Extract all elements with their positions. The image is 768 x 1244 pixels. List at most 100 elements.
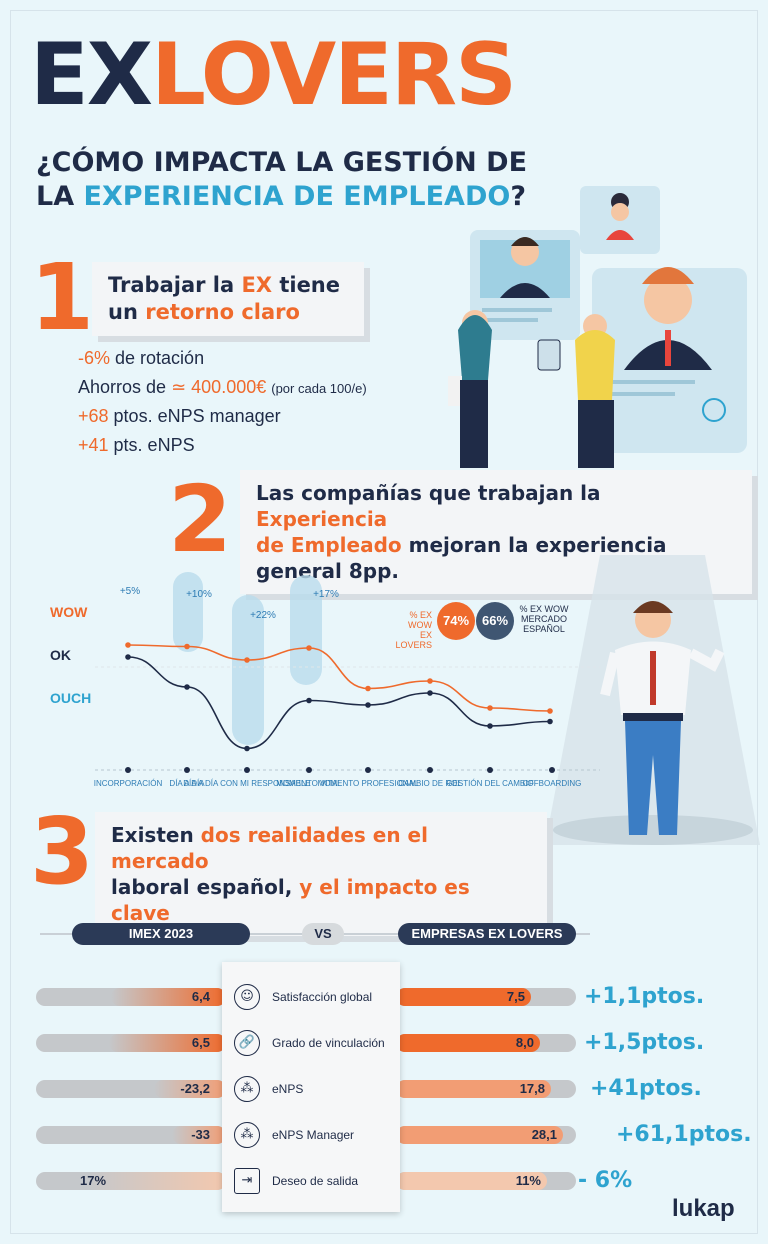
right-value: 8,0 bbox=[515, 1035, 534, 1050]
left-value: 6,4 bbox=[191, 989, 210, 1004]
right-bar-fill bbox=[396, 1034, 540, 1052]
stage-dot-1 bbox=[184, 767, 190, 773]
vs-badge: VS bbox=[302, 923, 344, 945]
left-bar-fill bbox=[111, 988, 226, 1006]
stage-label-3: MOMENTO VITAL bbox=[276, 779, 342, 788]
stage-dot-2 bbox=[244, 767, 250, 773]
diff-label-2: +22% bbox=[250, 610, 276, 621]
stage-label-5: CAMBIO DE ROL bbox=[398, 779, 462, 788]
left-bar-fill bbox=[86, 1172, 226, 1190]
stage-dot-3 bbox=[306, 767, 312, 773]
right-bar-fill bbox=[396, 1172, 547, 1190]
series-1-point-3 bbox=[306, 697, 312, 704]
left-bar-fill bbox=[109, 1034, 226, 1052]
difference-value: +61,1ptos. bbox=[616, 1122, 752, 1147]
ex-lovers-header: EMPRESAS EX LOVERS bbox=[398, 923, 576, 945]
stage-label-2: DÍA A DÍA CON MI RESPONSABLE bbox=[183, 779, 311, 788]
series-0-point-3 bbox=[306, 645, 312, 651]
series-1-point-0 bbox=[125, 654, 131, 660]
difference-value: +41ptos. bbox=[590, 1076, 702, 1101]
step-number-1: 1 bbox=[30, 244, 95, 351]
highlight-responsable bbox=[232, 595, 264, 745]
indicator-label: Deseo de salida bbox=[272, 1174, 359, 1188]
stat-rotation: -6% de rotación bbox=[78, 348, 205, 368]
indicator-label: eNPS Manager bbox=[272, 1128, 355, 1142]
left-value: 17% bbox=[80, 1173, 107, 1188]
diff-label-1: +10% bbox=[186, 589, 212, 600]
stat-savings: Ahorros de ≃ 400.000€ (por cada 100/e) bbox=[78, 377, 367, 397]
series-0-point-0 bbox=[125, 642, 131, 648]
left-bar-fill bbox=[172, 1126, 226, 1144]
series-1-point-7 bbox=[547, 718, 553, 725]
series-0-point-6 bbox=[487, 705, 493, 711]
highlight-momento-vital bbox=[290, 575, 322, 685]
stage-dot-5 bbox=[427, 767, 433, 773]
recruitment-illustration bbox=[448, 186, 747, 468]
step-number-2: 2 bbox=[168, 466, 233, 573]
left-value: -23,2 bbox=[180, 1081, 210, 1096]
team-icon: ⁂ bbox=[234, 1076, 260, 1102]
right-value: 17,8 bbox=[519, 1081, 545, 1096]
indicator-label: Satisfacción global bbox=[272, 990, 373, 1004]
series-0-point-1 bbox=[184, 643, 190, 650]
difference-value: +1,5ptos. bbox=[584, 1030, 705, 1055]
exit-icon: ⇥ bbox=[234, 1168, 260, 1194]
highlight-dia-a-dia bbox=[173, 572, 203, 652]
indicator-label: eNPS bbox=[272, 1082, 304, 1096]
left-value: -33 bbox=[191, 1127, 210, 1142]
level-ok: OK bbox=[50, 647, 71, 663]
right-bar-fill bbox=[396, 988, 531, 1006]
subtitle: ¿CÓMO IMPACTA LA GESTIÓN DE LA EXPERIENC… bbox=[36, 147, 528, 212]
spotlight-man-illustration bbox=[545, 555, 760, 845]
series-0-point-7 bbox=[547, 708, 553, 714]
stage-label-7: OFFBOARDING bbox=[523, 779, 582, 788]
link-icon: 🔗 bbox=[234, 1030, 260, 1056]
right-value: 28,1 bbox=[531, 1127, 557, 1142]
stage-dot-6 bbox=[487, 767, 493, 773]
right-bar-fill bbox=[396, 1080, 551, 1098]
series-0-point-5 bbox=[427, 678, 433, 684]
team-manager-icon: ⁂ bbox=[234, 1122, 260, 1148]
series-1-point-4 bbox=[365, 702, 371, 708]
stage-label-6: GESTIÓN DEL CAMBIO bbox=[446, 779, 533, 788]
left-bar-fill bbox=[154, 1080, 226, 1098]
stage-dot-4 bbox=[365, 767, 371, 773]
series-1-point-6 bbox=[487, 723, 493, 729]
smile-icon: ☺ bbox=[234, 984, 260, 1010]
series-0-point-4 bbox=[365, 685, 371, 692]
indicator-label: Grado de vinculación bbox=[272, 1036, 385, 1050]
right-value: 11% bbox=[515, 1173, 541, 1188]
series-line-0 bbox=[127, 644, 551, 712]
diff-label-0: +5% bbox=[120, 586, 140, 597]
legend-ex-lovers-value: 74% bbox=[437, 602, 475, 640]
stat-enps: +41 pts. eNPS bbox=[78, 435, 195, 455]
imex-header: IMEX 2023 bbox=[72, 923, 250, 945]
series-1-point-1 bbox=[184, 684, 190, 690]
difference-value: - 6% bbox=[578, 1168, 633, 1193]
stage-label-0: INCORPORACIÓN bbox=[94, 779, 163, 788]
legend-market-label: % EX WOW MERCADO ESPAÑOL bbox=[519, 604, 569, 634]
step-number-3: 3 bbox=[30, 798, 95, 905]
page-frame bbox=[10, 10, 758, 1234]
lukap-logo: lukap bbox=[672, 1195, 735, 1222]
difference-value: +1,1ptos. bbox=[584, 984, 705, 1009]
series-line-1 bbox=[127, 656, 551, 750]
level-wow: WOW bbox=[50, 604, 88, 620]
stage-label-4: MOMENTO PROFESIONAL bbox=[318, 779, 419, 788]
legend-market-value: 66% bbox=[476, 602, 514, 640]
left-value: 6,5 bbox=[191, 1035, 210, 1050]
level-ouch: OUCH bbox=[50, 690, 92, 706]
stage-dot-0 bbox=[125, 767, 131, 773]
legend-ex-lovers-label: % EX WOW EX LOVERS bbox=[395, 610, 432, 650]
section1-box: Trabajar la EX tiene un retorno claro bbox=[92, 262, 364, 336]
right-value: 7,5 bbox=[506, 989, 525, 1004]
series-0-point-2 bbox=[244, 657, 250, 663]
stage-dot-7 bbox=[549, 767, 555, 773]
right-bar-fill bbox=[396, 1126, 563, 1144]
main-title: EXLOVERS bbox=[30, 25, 517, 125]
section3-box: Existen dos realidades en el mercado lab… bbox=[95, 812, 547, 936]
series-1-point-2 bbox=[244, 745, 250, 752]
stat-enps-manager: +68 ptos. eNPS manager bbox=[78, 406, 281, 426]
diff-label-3: +17% bbox=[313, 589, 339, 600]
